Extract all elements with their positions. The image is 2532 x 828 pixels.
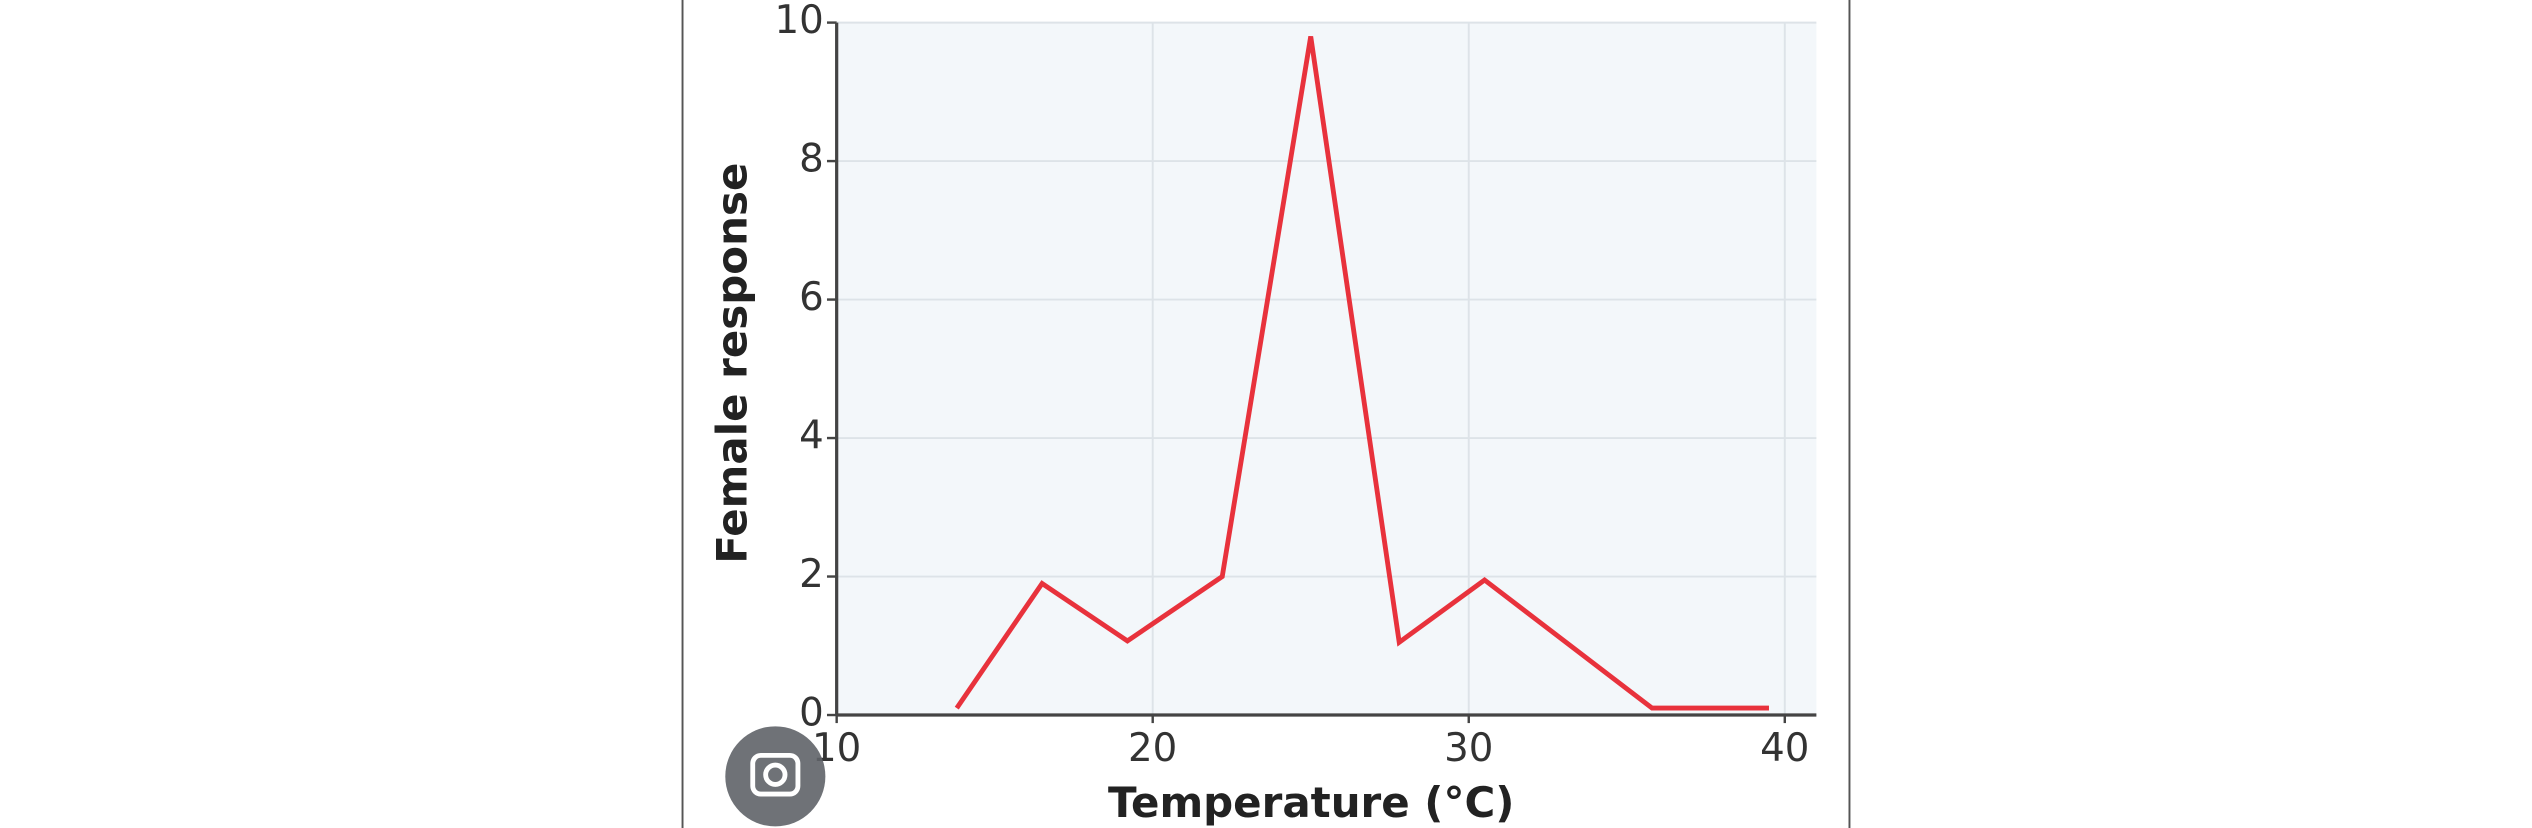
lens-icon-dot xyxy=(763,762,788,787)
y-tick-label: 2 xyxy=(799,552,824,597)
data-line xyxy=(954,36,1769,711)
y-tick-label: 10 xyxy=(774,0,823,43)
x-tick-label: 40 xyxy=(1760,726,1809,771)
lens-button[interactable] xyxy=(725,726,826,827)
y-tick-label: 0 xyxy=(799,691,824,736)
y-tick-label: 4 xyxy=(799,414,824,459)
y-tick-label: 6 xyxy=(799,275,824,320)
x-tick-label: 30 xyxy=(1444,726,1493,771)
x-axis-title: Temperature (°C) xyxy=(1108,778,1514,827)
lens-icon xyxy=(750,752,801,797)
y-tick-label: 8 xyxy=(799,137,824,182)
lens-circle[interactable] xyxy=(725,726,826,827)
plot-area xyxy=(836,22,1817,716)
x-tick-label: 20 xyxy=(1128,726,1177,771)
y-axis-title: Female response xyxy=(707,163,756,564)
marks xyxy=(954,36,1769,711)
